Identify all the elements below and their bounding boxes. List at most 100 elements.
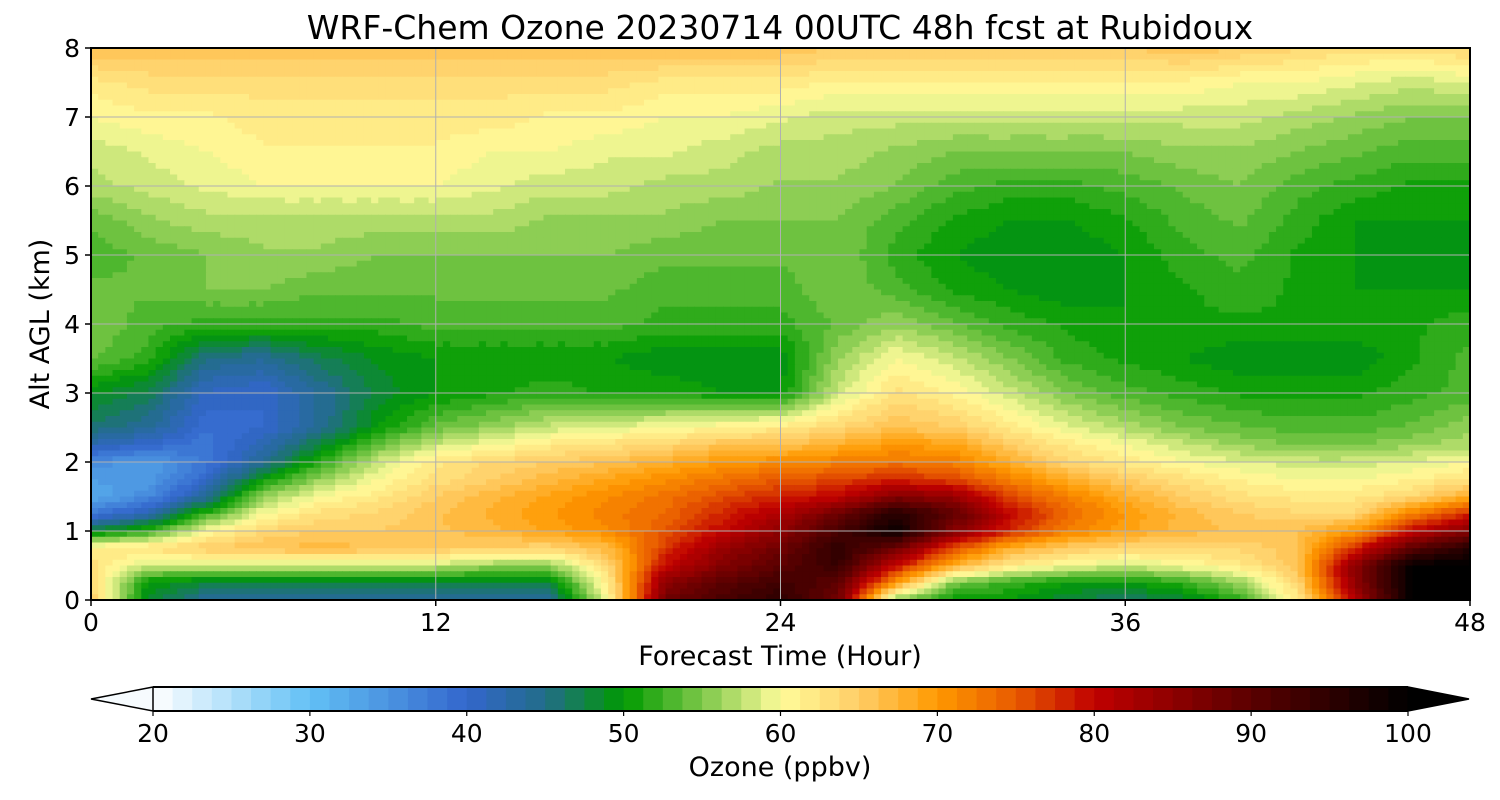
field-cell	[723, 117, 731, 124]
field-cell	[723, 174, 731, 181]
field-cell	[758, 111, 767, 118]
field-cell	[342, 134, 351, 141]
field-cell	[701, 53, 710, 61]
field-cell	[363, 48, 372, 55]
field-cell	[1462, 111, 1471, 118]
field-cell	[335, 180, 343, 187]
field-cell	[1283, 59, 1292, 66]
field-cell	[938, 53, 947, 61]
field-cell	[1311, 94, 1320, 101]
field-cell	[1225, 105, 1234, 112]
field-cell	[1311, 65, 1320, 72]
field-cell	[1189, 128, 1198, 135]
field-cell	[1304, 151, 1313, 158]
field-cell	[672, 48, 681, 55]
field-cell	[1197, 134, 1205, 141]
field-cell	[1455, 111, 1464, 118]
field-cell	[1031, 105, 1040, 112]
field-cell	[241, 157, 250, 164]
field-cell	[378, 145, 387, 153]
field-cell	[1118, 145, 1126, 153]
field-cell	[1376, 94, 1385, 101]
field-cell	[1398, 122, 1406, 130]
field-cell	[1311, 53, 1320, 61]
field-cell	[780, 71, 789, 78]
field-cell	[227, 48, 236, 55]
field-cell	[249, 76, 257, 84]
field-cell	[766, 99, 774, 107]
field-cell	[529, 140, 537, 147]
field-cell	[1462, 94, 1471, 101]
field-cell	[658, 105, 667, 112]
field-cell	[349, 99, 358, 107]
field-cell	[809, 163, 818, 170]
field-cell	[1390, 180, 1399, 187]
field-cell	[938, 48, 947, 55]
field-cell	[837, 140, 846, 147]
field-cell	[1003, 174, 1011, 181]
field-cell	[1311, 99, 1320, 107]
field-cell	[399, 122, 408, 130]
field-cell	[1434, 99, 1442, 107]
field-cell	[105, 65, 114, 72]
field-cell	[1434, 140, 1442, 147]
field-cell	[1448, 53, 1457, 61]
field-cell	[529, 134, 537, 141]
field-cell	[148, 122, 157, 130]
field-cell	[679, 117, 688, 124]
field-cell	[407, 180, 415, 187]
field-cell	[960, 145, 968, 153]
field-cell	[909, 65, 918, 72]
field-cell	[909, 151, 918, 158]
field-cell	[1189, 145, 1198, 153]
field-cell	[191, 168, 200, 176]
field-cell	[1297, 128, 1306, 135]
field-cell	[1024, 134, 1033, 141]
field-cell	[1240, 186, 1248, 193]
field-cell	[536, 128, 545, 135]
field-cell	[723, 180, 731, 187]
field-cell	[112, 191, 121, 199]
field-cell	[837, 111, 846, 118]
field-cell	[1067, 128, 1076, 135]
field-cell	[1046, 180, 1055, 187]
field-cell	[665, 186, 674, 193]
field-cell	[234, 82, 243, 89]
field-cell	[1067, 140, 1076, 147]
field-cell	[126, 140, 135, 147]
field-cell	[1204, 140, 1213, 147]
field-cell	[629, 122, 638, 130]
field-cell	[1412, 53, 1421, 61]
field-cell	[363, 168, 372, 176]
field-cell	[1448, 88, 1457, 95]
field-cell	[1240, 82, 1248, 89]
field-cell	[1218, 53, 1227, 61]
field-cell	[608, 174, 616, 181]
field-cell	[543, 174, 552, 181]
field-cell	[191, 88, 200, 95]
field-cell	[701, 88, 710, 95]
field-cell	[1039, 88, 1047, 95]
field-cell	[442, 76, 451, 84]
field-cell	[1412, 99, 1421, 107]
field-cell	[1412, 180, 1421, 187]
field-cell	[335, 88, 343, 95]
field-cell	[521, 82, 530, 89]
field-cell	[794, 59, 803, 66]
field-cell	[1139, 88, 1148, 95]
field-cell	[888, 94, 897, 101]
field-cell	[615, 163, 624, 170]
field-cell	[593, 53, 602, 61]
field-cell	[428, 168, 437, 176]
field-cell	[636, 65, 645, 72]
field-cell	[378, 128, 387, 135]
field-cell	[450, 59, 458, 66]
field-cell	[1347, 168, 1356, 176]
field-cell	[1462, 168, 1471, 176]
field-cell	[852, 157, 861, 164]
field-cell	[1369, 174, 1378, 181]
field-cell	[1297, 180, 1306, 187]
field-cell	[1161, 186, 1169, 193]
field-cell	[672, 71, 681, 78]
field-cell	[679, 71, 688, 78]
